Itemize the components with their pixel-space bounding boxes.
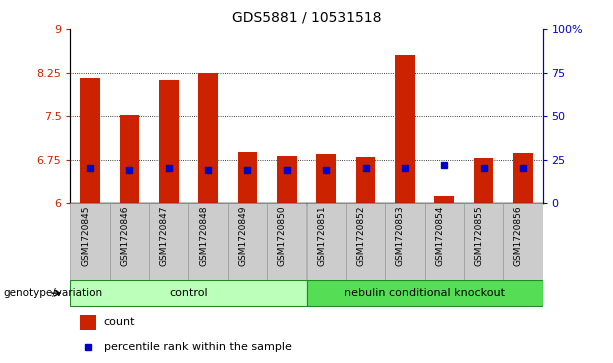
Bar — [306, 280, 543, 306]
Text: control: control — [169, 288, 208, 298]
Text: percentile rank within the sample: percentile rank within the sample — [104, 342, 291, 352]
Text: genotype/variation: genotype/variation — [3, 288, 102, 298]
Bar — [435, 196, 454, 203]
Text: GSM1720847: GSM1720847 — [160, 205, 169, 266]
Bar — [316, 154, 336, 203]
Bar — [424, 203, 464, 280]
Bar — [356, 157, 375, 203]
Text: GSM1720856: GSM1720856 — [514, 205, 523, 266]
Text: count: count — [104, 318, 135, 327]
Text: GSM1720852: GSM1720852 — [357, 205, 365, 266]
Bar — [464, 203, 503, 280]
Text: GSM1720855: GSM1720855 — [474, 205, 484, 266]
Text: GSM1720853: GSM1720853 — [396, 205, 405, 266]
Bar — [199, 73, 218, 203]
Text: GSM1720848: GSM1720848 — [199, 205, 208, 266]
Bar — [474, 158, 493, 203]
Text: GSM1720845: GSM1720845 — [81, 205, 90, 266]
Bar — [306, 203, 346, 280]
Text: GDS5881 / 10531518: GDS5881 / 10531518 — [232, 11, 381, 25]
Bar — [80, 315, 96, 330]
Bar — [120, 115, 139, 203]
Bar — [385, 203, 424, 280]
Bar — [189, 203, 228, 280]
Text: GSM1720851: GSM1720851 — [317, 205, 326, 266]
Bar — [70, 203, 110, 280]
Bar — [228, 203, 267, 280]
Text: GSM1720846: GSM1720846 — [121, 205, 129, 266]
Bar — [80, 78, 100, 203]
Bar — [267, 203, 306, 280]
Bar — [110, 203, 149, 280]
Bar — [149, 203, 189, 280]
Text: GSM1720850: GSM1720850 — [278, 205, 287, 266]
Bar — [503, 203, 543, 280]
Text: GSM1720854: GSM1720854 — [435, 205, 444, 266]
Text: nebulin conditional knockout: nebulin conditional knockout — [344, 288, 505, 298]
Bar — [346, 203, 385, 280]
Bar — [395, 55, 414, 203]
Bar — [159, 80, 178, 203]
Bar — [277, 156, 297, 203]
Bar — [513, 153, 533, 203]
Text: GSM1720849: GSM1720849 — [238, 205, 248, 266]
Bar — [238, 152, 257, 203]
Bar — [70, 280, 306, 306]
